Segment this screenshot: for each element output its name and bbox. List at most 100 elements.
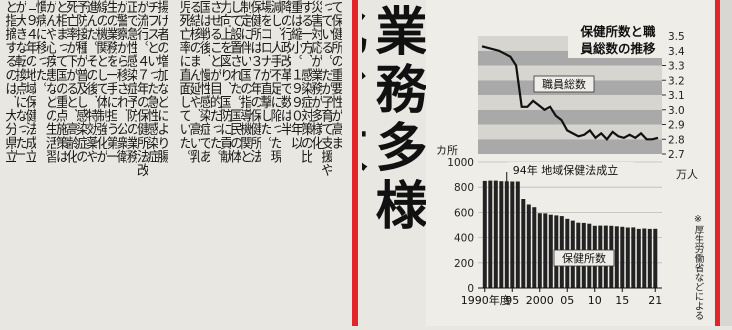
article-column: 保健所は３７年の保健所法	[250, 0, 261, 164]
article-column: 「９４年の地域保健法成立	[26, 0, 37, 164]
staff-label-box	[533, 75, 595, 93]
health-center-bar	[521, 199, 526, 288]
line-grid-band	[478, 109, 662, 125]
staff-series-label: 職員総数	[542, 77, 586, 91]
bar-y-tick-label: 800	[454, 182, 474, 194]
line-y-unit: 万人	[676, 168, 698, 181]
article-column: が流行。４７年の保健所法改	[137, 0, 148, 177]
article-column: 死亡率が下がると、高齢化	[66, 0, 77, 164]
line-y-tick-label: 3.2	[668, 75, 685, 87]
article-column: 予防接種が普及し感染症の	[76, 0, 87, 164]
article-column: 災害対応が業務が多様化	[311, 0, 322, 150]
article-column: て保健所の重要性が高ま	[331, 0, 342, 150]
article-column: と指摘するのは、大分県立	[5, 0, 16, 164]
line-y-tick-label: 3.1	[668, 90, 685, 102]
bar-y-tick-label: 200	[454, 258, 474, 270]
x-tick-label: 10	[588, 294, 602, 307]
health-center-bar	[482, 180, 487, 288]
article-column	[168, 0, 180, 326]
health-center-bar	[499, 181, 504, 288]
bar-y-tick-label: 400	[454, 233, 474, 245]
article-column: 揚げ者の増加などにより腸	[157, 0, 168, 164]
chart-panel: 3.5 3.4 3.3 3.2 3.1 3.0 2.9 2.8 2.7 万人 保健所数と職 員総数の推…	[426, 0, 714, 326]
article-column: チフスといった急性感染症	[147, 0, 158, 164]
line-y-tick-label: 2.8	[668, 134, 685, 146]
article-column: 降の行政改革で数は半	[281, 0, 292, 136]
x-tick-label: 15	[615, 294, 629, 307]
article-column: させることが目的だった。	[210, 0, 221, 164]
x-tick-label: 95	[505, 294, 519, 307]
health-center-bar	[653, 228, 658, 288]
article-column: 慣病に移った。	[36, 0, 47, 96]
line-y-tick-label: 3.3	[668, 61, 685, 73]
article-column: 減し、人手不足に陥った現	[271, 0, 282, 164]
health-center-bar	[537, 213, 542, 288]
article-column: と相まって国の重点施策は	[56, 0, 67, 164]
bar-y-tick-label: 0	[467, 283, 474, 295]
article-column: 児死亡率に直面していた。	[180, 0, 191, 164]
health-center-bar	[532, 207, 537, 288]
health-center-bar	[636, 228, 641, 288]
health-center-bar	[614, 226, 619, 288]
page-edge	[720, 0, 732, 326]
x-tick-label: 05	[560, 294, 574, 307]
chart-svg: 3.5 3.4 3.3 3.2 3.1 3.0 2.9 2.8 2.7 万人 保健所数と職員総数の推…	[436, 20, 705, 320]
red-frame-left	[352, 0, 358, 326]
health-center-bar	[488, 180, 493, 288]
health-center-bar	[493, 180, 498, 288]
article-column: する一方、感染症対策の比	[301, 0, 312, 164]
bar-y-unit: カ所	[436, 144, 458, 157]
article-column: 正で急性感染症予防の業務	[127, 0, 138, 164]
article-column: して設置された。国民の体	[230, 0, 241, 164]
article-column: が大きな転換点になった」	[15, 0, 27, 164]
article-column: がんや心疾患などの生活習	[46, 0, 57, 164]
health-center-bar	[620, 226, 625, 288]
line-grid-band	[478, 95, 662, 110]
health-center-bar	[548, 214, 553, 288]
article-body: て保健所の重要性が高ま っている。だが子育て支援や 災害対応が業務が多様化 する一方、…	[6, 0, 342, 326]
red-frame-right	[715, 0, 720, 326]
headline: 業務多様化、数	[362, 4, 426, 236]
line-y-tick-label: 3.5	[668, 31, 685, 43]
article-column: 進んだ。その後、特効薬や	[86, 0, 97, 164]
x-tick-label: 2000	[526, 294, 554, 307]
article-column: 線の機関として体制強化が	[96, 0, 108, 164]
title-box	[568, 20, 666, 58]
health-center-bar	[631, 227, 636, 288]
health-center-bar	[504, 181, 509, 288]
health-center-bar	[526, 204, 531, 288]
bar-y-tick-label: 1000	[447, 157, 474, 169]
article-column: 生の業務を一手に担う第一	[107, 0, 118, 164]
bar-series-label: 保健所数	[562, 251, 606, 265]
line-y-tick-label: 3.0	[668, 105, 685, 117]
chart-title-line2: 員総数の推移	[579, 41, 656, 56]
article-column: 場をコロナが直撃した。	[261, 0, 272, 150]
article-column: っている。だが子育て支援や	[321, 0, 332, 177]
line-y-tick-label: 3.4	[668, 46, 685, 58]
article-column: 制定に伴い国の指導機関と	[240, 0, 251, 164]
staff-line	[481, 45, 659, 141]
line-grid-band	[478, 139, 662, 154]
annotation-label: 94年 地域保健法成立	[513, 163, 619, 177]
health-center-bar	[647, 228, 652, 288]
health-center-bar	[625, 227, 630, 288]
line-y-tick-label: 2.7	[668, 149, 685, 161]
article-column: 重は縮小。１９９０年以	[291, 0, 302, 150]
article-column: る結核のまん延や、高い乳	[190, 0, 201, 164]
health-center-bar	[543, 213, 548, 288]
x-tick-label: 1990年度	[461, 293, 511, 307]
health-center-bar	[510, 181, 515, 288]
bar-y-tick-label: 600	[454, 207, 474, 219]
line-grid-band	[478, 65, 662, 81]
line-y-tick-label: 2.9	[668, 120, 685, 132]
x-tick-label: 21	[648, 294, 662, 307]
article-column: 力向上を図り、国防に貢献	[220, 0, 231, 164]
bar-label-box	[553, 249, 615, 267]
article-column: 国は戦後、慢性感染症であ	[200, 0, 211, 164]
source-note: ※厚生労働省などによる	[693, 214, 705, 320]
chart-title-line1: 保健所数と職	[579, 24, 656, 39]
annotation-bg	[508, 162, 635, 177]
health-center-bar	[515, 181, 520, 288]
article-column: が警察から移され、公衆衛	[117, 0, 128, 164]
health-center-bar	[642, 228, 647, 288]
